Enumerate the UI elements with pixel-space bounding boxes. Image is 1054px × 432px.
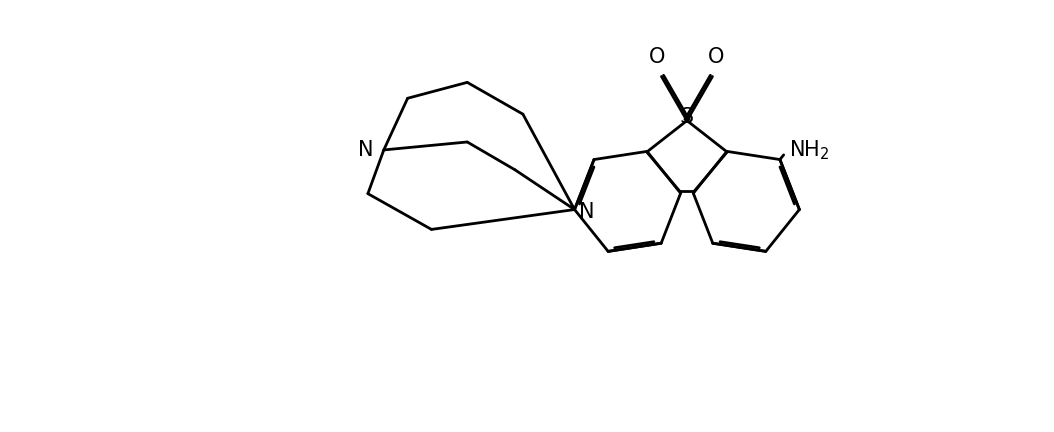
Text: O: O <box>649 47 666 67</box>
Text: NH$_2$: NH$_2$ <box>789 138 829 162</box>
Text: S: S <box>680 108 694 127</box>
Text: N: N <box>579 202 594 222</box>
Text: O: O <box>708 47 724 67</box>
Text: N: N <box>358 140 374 160</box>
